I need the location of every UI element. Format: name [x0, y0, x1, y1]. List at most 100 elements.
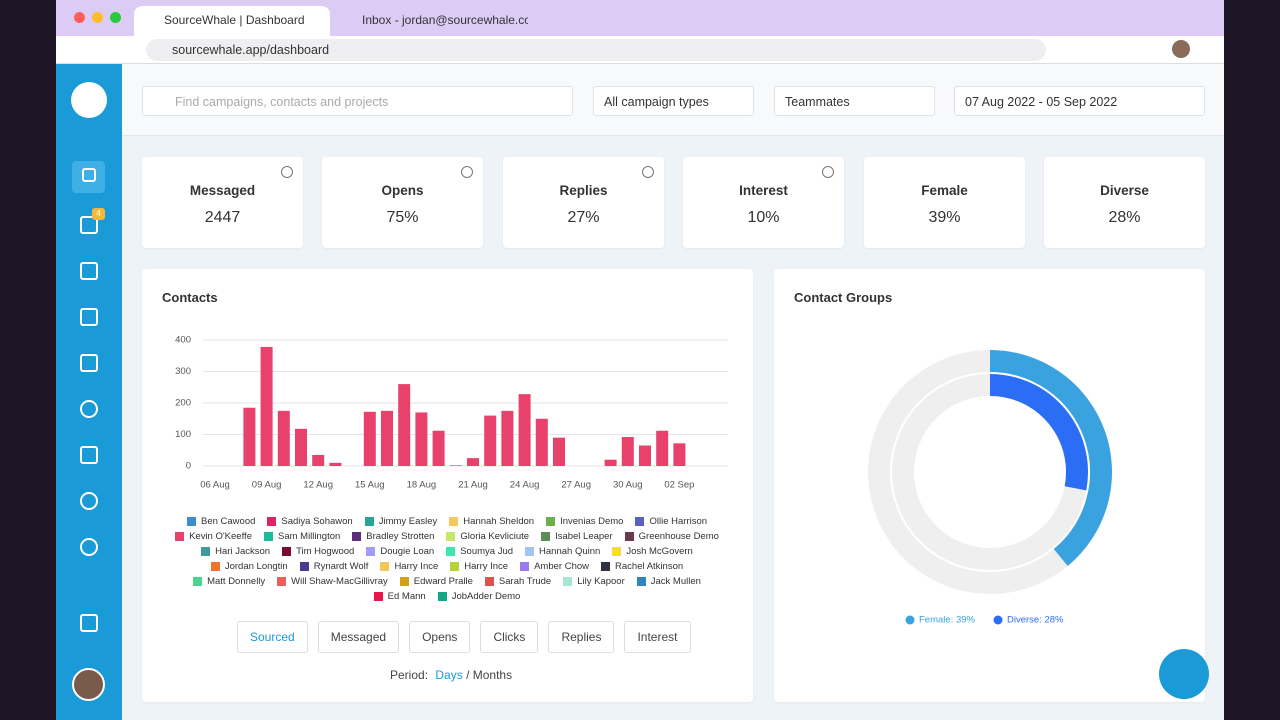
bar	[501, 410, 514, 466]
legend-swatch	[364, 516, 374, 526]
nav-icon[interactable]	[80, 308, 98, 326]
y-tick-label: 100	[175, 429, 191, 440]
nav-icon[interactable]	[82, 168, 96, 182]
legend-item[interactable]: Amber Chow	[520, 560, 589, 572]
legend-swatch	[366, 546, 376, 556]
stat-card: Opens 75%	[322, 157, 483, 248]
bar	[381, 410, 393, 466]
zoom-button[interactable]	[110, 12, 121, 23]
nav-icon[interactable]	[80, 492, 98, 510]
legend-item[interactable]: Rachel Atkinson	[601, 560, 683, 572]
info-icon[interactable]	[822, 166, 834, 178]
legend-item[interactable]: Hannah Quinn	[525, 545, 600, 557]
legend-item[interactable]: Hari Jackson	[201, 545, 270, 557]
legend-item[interactable]: Jimmy Easley	[364, 515, 437, 527]
legend-item[interactable]: Sadiya Sohawon	[267, 515, 353, 527]
period-months[interactable]: Months	[472, 668, 513, 682]
period-separator: /	[466, 668, 470, 682]
legend-item[interactable]: Greenhouse Demo	[624, 530, 719, 542]
legend-item[interactable]: Lily Kapoor	[563, 575, 625, 587]
chat-launcher[interactable]	[1159, 649, 1209, 699]
tab[interactable]: SourceWhale | Dashboard	[134, 6, 330, 36]
stat-label: Female	[921, 183, 968, 198]
bar	[243, 407, 256, 466]
logo[interactable]	[71, 82, 107, 118]
legend-item[interactable]: Harry Ince	[450, 560, 508, 572]
legend-label: Hannah Quinn	[539, 545, 601, 557]
legend-item[interactable]: Harry Ince	[380, 560, 438, 572]
bar	[535, 418, 548, 466]
bar	[621, 437, 634, 466]
legend-item[interactable]: Sam Millington	[263, 530, 340, 542]
legend-item[interactable]: Sarah Trude	[484, 575, 551, 587]
legend-swatch	[601, 561, 611, 571]
legend-item[interactable]: Matt Donnelly	[193, 575, 265, 587]
nav-icon[interactable]	[80, 400, 98, 418]
legend-item[interactable]: Bradley Strotten	[352, 530, 434, 542]
tab[interactable]: Inbox - jordan@sourcewhale.co	[332, 6, 528, 36]
nav-icon[interactable]	[80, 262, 98, 280]
tab-strip: SourceWhale | Dashboard Inbox - jordan@s…	[56, 0, 1224, 36]
nav-active[interactable]	[72, 161, 105, 193]
x-tick-label: 27 Aug	[561, 480, 591, 491]
legend-item[interactable]: Invenias Demo	[546, 515, 623, 527]
legend-item[interactable]: Josh McGovern	[612, 545, 693, 557]
legend-item[interactable]: Edward Pralle	[399, 575, 473, 587]
legend-item[interactable]: Kevin O'Keeffe	[175, 530, 252, 542]
legend-item[interactable]: Ed Mann	[373, 590, 426, 602]
legend-item[interactable]: JobAdder Demo	[437, 590, 520, 602]
y-tick-label: 400	[175, 335, 191, 346]
legend-item[interactable]: Jack Mullen	[636, 575, 701, 587]
user-avatar[interactable]	[72, 668, 105, 701]
legend-item[interactable]: Soumya Jud	[446, 545, 513, 557]
info-icon[interactable]	[461, 166, 473, 178]
legend-item[interactable]: Isabel Leaper	[541, 530, 613, 542]
legend-item[interactable]: Gloria Kevliciute	[446, 530, 529, 542]
period-days[interactable]: Days	[435, 668, 463, 682]
legend-label: Ollie Harrison	[649, 515, 708, 527]
nav-icon[interactable]	[80, 538, 98, 556]
stat-value: 28%	[1108, 209, 1141, 226]
stat-value: 27%	[567, 209, 600, 226]
nav-icon[interactable]	[80, 354, 98, 372]
legend-item[interactable]: Jordan Longtin	[210, 560, 288, 572]
legend-item[interactable]: Ollie Harrison	[635, 515, 707, 527]
metric-button[interactable]: Replies	[548, 621, 615, 653]
stat-label: Replies	[559, 183, 608, 198]
legend-item[interactable]: Tim Hogwood	[282, 545, 354, 557]
legend-item[interactable]: Rynardt Wolf	[299, 560, 368, 572]
legend-item[interactable]: Dougie Loan	[366, 545, 434, 557]
metric-button[interactable]: Clicks	[480, 621, 539, 653]
campaign-dropdown[interactable]: All campaign types	[593, 86, 754, 116]
period-label: Period:	[390, 668, 429, 682]
metric-button[interactable]: Interest	[624, 621, 691, 653]
info-icon[interactable]	[281, 166, 293, 178]
x-tick-label: 09 Aug	[252, 480, 282, 491]
legend-label: Rachel Atkinson	[615, 560, 684, 572]
search-input[interactable]: Find campaigns, contacts and projects	[142, 86, 573, 116]
legend-item[interactable]: Hannah Sheldon	[449, 515, 534, 527]
url-field[interactable]: sourcewhale.app/dashboard	[146, 39, 1046, 61]
legend-swatch	[380, 561, 390, 571]
close-button[interactable]	[74, 12, 85, 23]
legend-swatch	[277, 576, 287, 586]
bar	[518, 394, 531, 466]
metric-button[interactable]: Opens	[409, 621, 471, 653]
legend-label: Will Shaw-MacGillivray	[291, 575, 388, 587]
team-dropdown[interactable]: Teammates	[774, 86, 935, 116]
bar	[432, 430, 445, 466]
metric-button[interactable]: Sourced	[237, 621, 308, 653]
date-picker[interactable]: 07 Aug 2022 - 05 Sep 2022	[954, 86, 1205, 116]
profile-avatar[interactable]	[1172, 40, 1190, 58]
legend-label: Edward Pralle	[413, 575, 473, 587]
donut-legend-label: Diverse: 28%	[1007, 615, 1064, 626]
legend-item[interactable]: Ben Cawood	[186, 515, 255, 527]
legend-item[interactable]: Will Shaw-MacGillivray	[277, 575, 388, 587]
nav-icon[interactable]	[80, 614, 98, 632]
nav-icon[interactable]	[80, 216, 98, 234]
nav-icon[interactable]	[80, 446, 98, 464]
minimize-button[interactable]	[92, 12, 103, 23]
legend-swatch	[193, 576, 203, 586]
info-icon[interactable]	[642, 166, 654, 178]
metric-button[interactable]: Messaged	[317, 621, 400, 653]
